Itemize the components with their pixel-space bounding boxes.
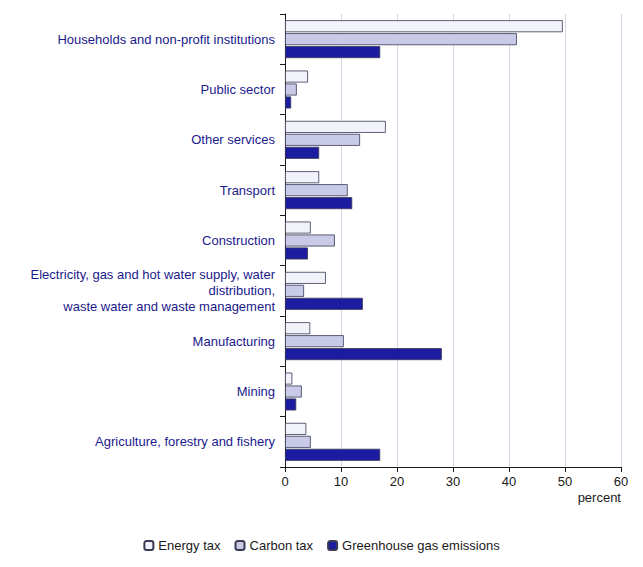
- svg-text:Households and non-profit inst: Households and non-profit institutions: [57, 32, 275, 47]
- svg-text:percent: percent: [578, 490, 622, 505]
- svg-text:0: 0: [281, 474, 288, 489]
- svg-text:Agriculture, forestry and fish: Agriculture, forestry and fishery: [95, 434, 275, 449]
- svg-text:50: 50: [558, 474, 572, 489]
- svg-text:waste water and waste manageme: waste water and waste management: [62, 299, 275, 314]
- svg-text:20: 20: [390, 474, 404, 489]
- svg-text:Greenhouse gas emissions: Greenhouse gas emissions: [342, 538, 500, 553]
- svg-text:Transport: Transport: [220, 183, 276, 198]
- svg-text:Manufacturing: Manufacturing: [193, 334, 275, 349]
- svg-text:60: 60: [614, 474, 628, 489]
- svg-text:Electricity, gas and hot water: Electricity, gas and hot water supply, w…: [31, 267, 276, 282]
- svg-text:40: 40: [502, 474, 516, 489]
- svg-text:Other services: Other services: [191, 132, 275, 147]
- svg-text:Carbon tax: Carbon tax: [250, 538, 314, 553]
- svg-text:30: 30: [446, 474, 460, 489]
- svg-text:Mining: Mining: [237, 384, 275, 399]
- svg-text:Construction: Construction: [202, 233, 275, 248]
- svg-text:Energy tax: Energy tax: [158, 538, 221, 553]
- svg-text:Public sector: Public sector: [201, 82, 276, 97]
- svg-text:10: 10: [334, 474, 348, 489]
- svg-text:distribution,: distribution,: [209, 283, 275, 298]
